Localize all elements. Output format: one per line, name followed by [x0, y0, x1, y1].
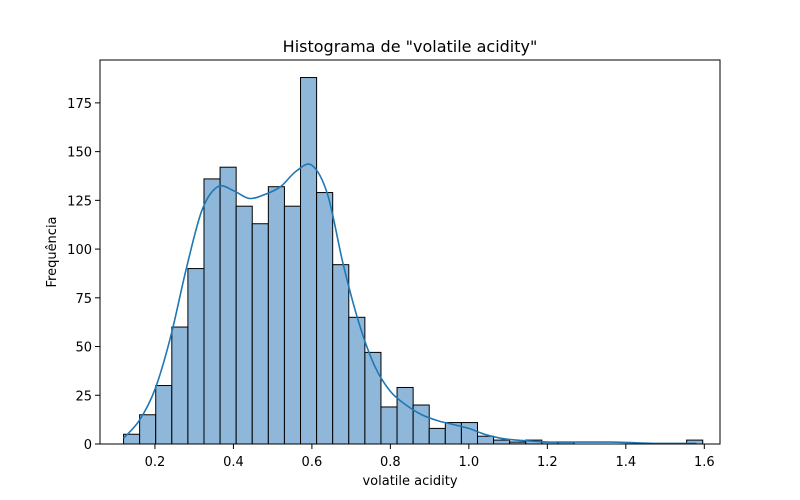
histogram-bar	[187, 268, 205, 445]
histogram-bar	[332, 264, 350, 445]
bars-group	[123, 77, 704, 445]
histogram-bar	[219, 166, 237, 445]
histogram-bar	[203, 178, 221, 445]
y-axis-label: Frequência	[45, 216, 60, 287]
y-axis-ticks: 0 25 50 75 100 125 150 175	[67, 97, 100, 453]
histogram-bar	[171, 326, 189, 445]
y-tick-label: 150	[67, 146, 92, 161]
y-tick-label: 125	[67, 194, 92, 209]
histogram-bar	[300, 77, 318, 445]
histogram-bar	[316, 192, 334, 445]
histogram-bar	[364, 351, 382, 445]
y-tick-label: 100	[67, 243, 92, 258]
histogram-bar	[235, 205, 253, 445]
histogram-bar	[396, 386, 414, 445]
x-axis-label: volatile acidity	[362, 474, 457, 489]
histogram-bar	[267, 186, 285, 445]
y-tick-label: 175	[67, 97, 92, 112]
y-tick-label: 75	[75, 292, 92, 307]
histogram-bar	[155, 385, 173, 445]
histogram-bar	[380, 406, 398, 445]
kde-line	[122, 163, 697, 445]
x-tick-label: 0.2	[145, 455, 166, 470]
y-tick-label: 50	[75, 341, 92, 356]
histogram-bar	[493, 439, 511, 445]
chart-title: Histograma de "volatile acidity"	[283, 37, 538, 56]
x-tick-label: 1.0	[459, 455, 480, 470]
histogram-bar	[476, 435, 495, 445]
plot-frame	[99, 59, 721, 445]
histogram-bar	[283, 205, 302, 445]
x-tick-label: 0.4	[223, 455, 244, 470]
histogram-bar	[460, 422, 478, 445]
x-tick-label: 0.6	[302, 455, 323, 470]
y-tick-label: 0	[84, 438, 92, 453]
histogram-bar	[251, 223, 269, 445]
x-tick-label: 1.6	[694, 455, 715, 470]
x-axis-ticks: 0.2 0.4 0.6 0.8 1.0 1.2 1.4 1.6	[145, 444, 715, 470]
histogram-bar	[428, 427, 446, 445]
x-tick-label: 0.8	[380, 455, 401, 470]
x-tick-label: 1.2	[537, 455, 558, 470]
y-tick-label: 25	[75, 389, 92, 404]
histogram-bar	[139, 414, 157, 445]
x-tick-label: 1.4	[615, 455, 636, 470]
